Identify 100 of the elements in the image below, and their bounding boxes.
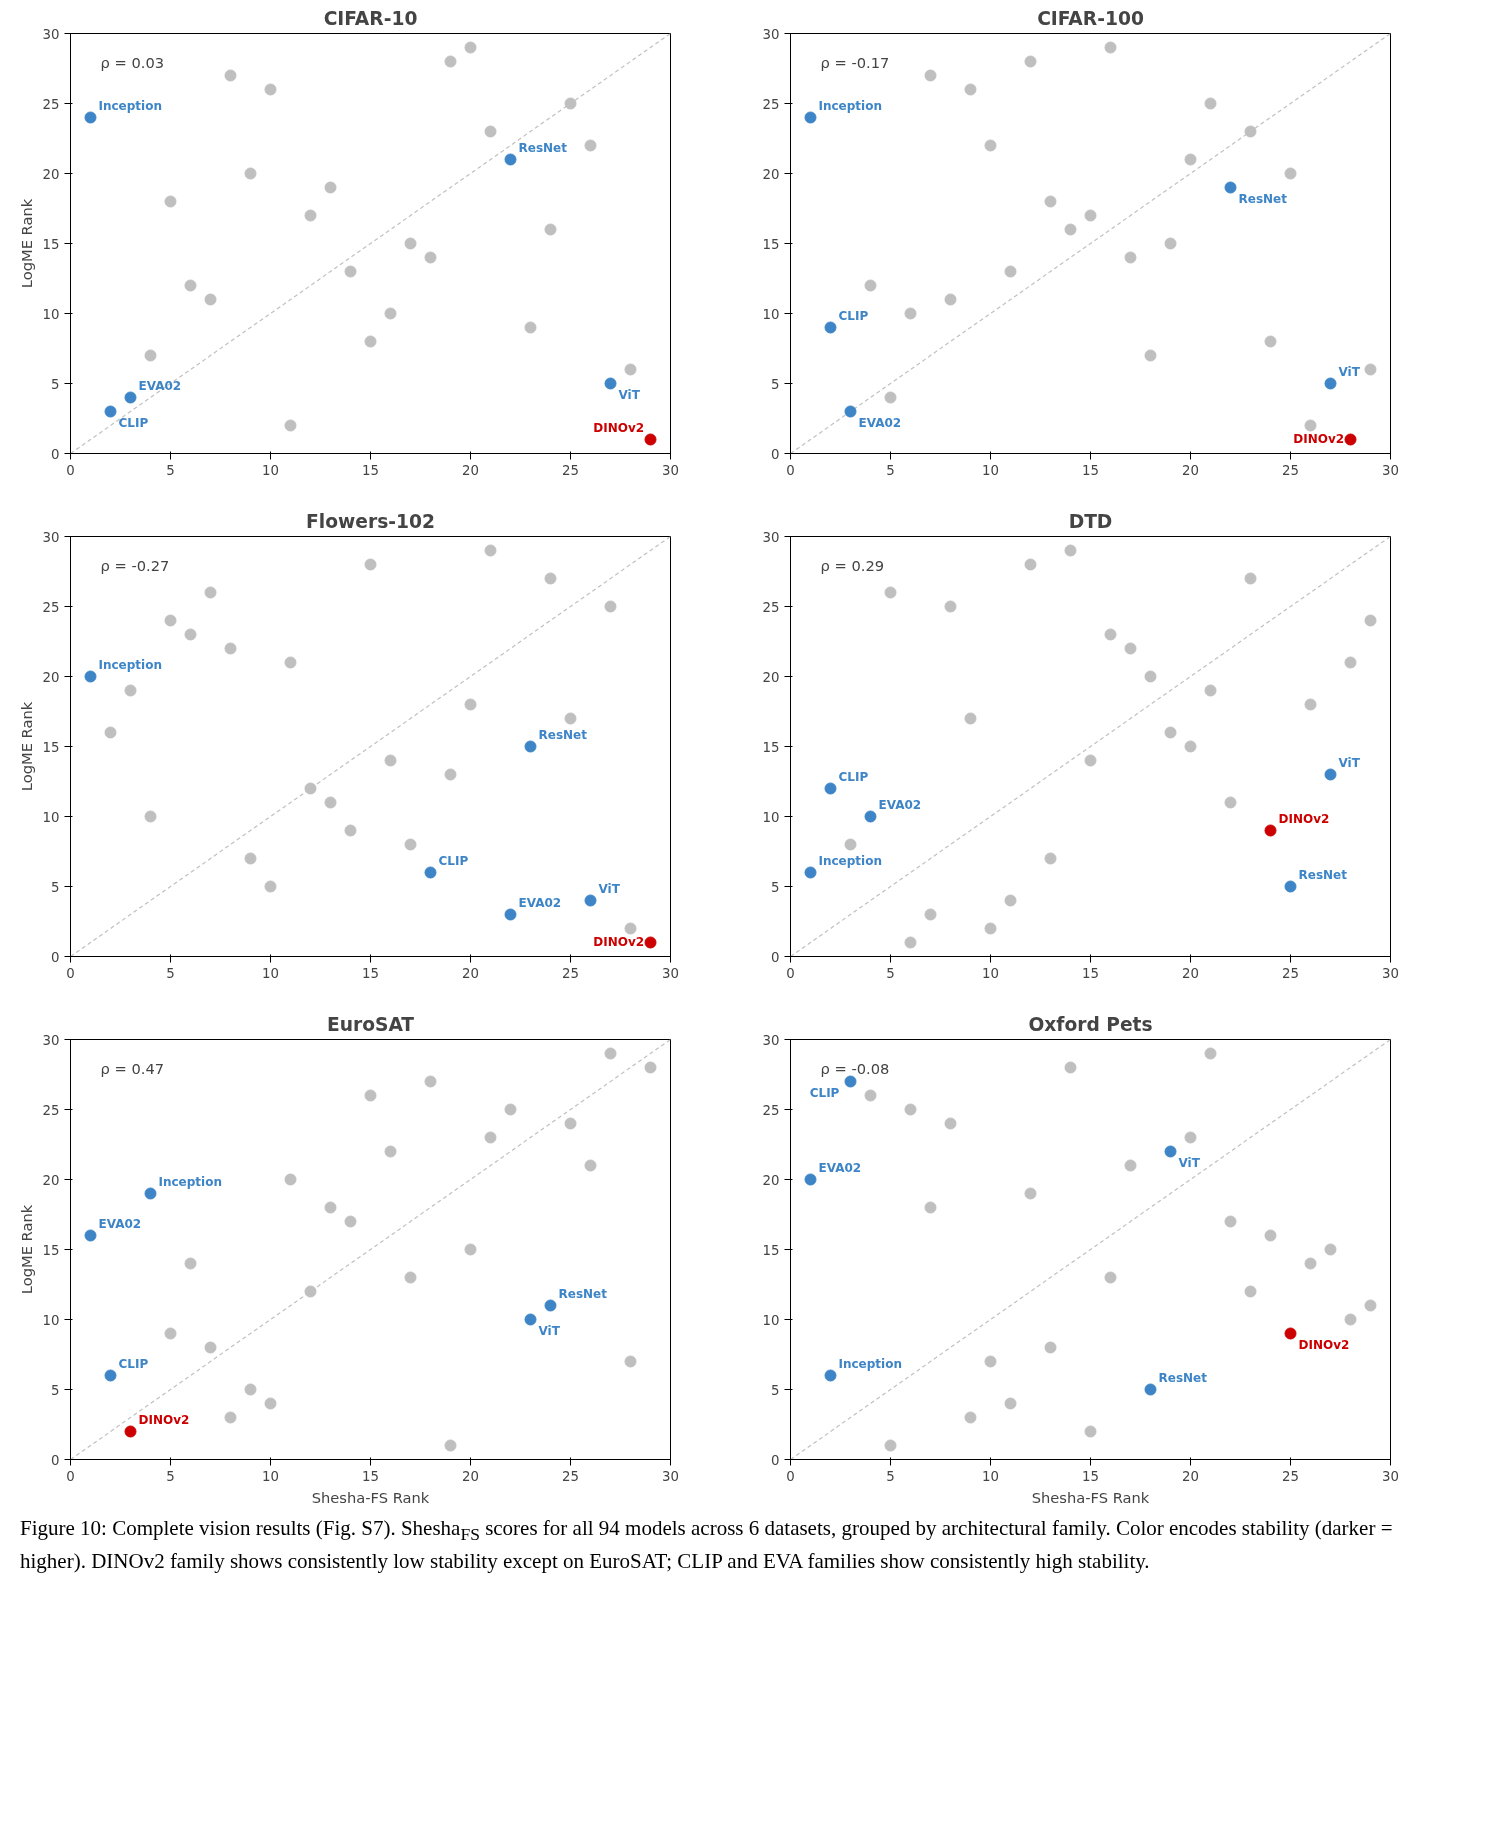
y-tick-label: 10 xyxy=(42,1312,60,1328)
x-tick-label: 20 xyxy=(1182,1468,1199,1484)
x-tick-label: 5 xyxy=(166,462,175,478)
x-tick-label: 15 xyxy=(362,1468,379,1484)
x-tick-label: 15 xyxy=(1082,1468,1099,1484)
x-tick-label: 30 xyxy=(662,462,679,478)
series-label: CLIP xyxy=(809,1085,840,1100)
chart-title: Flowers-102 xyxy=(306,510,435,532)
chart-title: CIFAR-10 xyxy=(323,7,418,29)
series-label: CLIP xyxy=(438,853,469,868)
y-tick-label: 15 xyxy=(42,1242,60,1258)
x-tick-label: 20 xyxy=(1182,462,1199,478)
y-tick-label: 30 xyxy=(42,26,60,42)
series-label: DINOv2 xyxy=(593,935,645,949)
x-tick-label: 0 xyxy=(786,1468,795,1484)
x-tick-label: 25 xyxy=(562,1468,579,1484)
series-label: CLIP xyxy=(118,1356,149,1371)
y-tick-label: 20 xyxy=(42,669,60,685)
y-tick-label: 25 xyxy=(42,599,60,615)
x-tick-label: 10 xyxy=(982,965,999,981)
y-axis-title: LogME Rank xyxy=(17,198,35,289)
series-label: EVA02 xyxy=(98,1216,142,1231)
x-axis-title: Shesha-FS Rank xyxy=(311,1488,430,1506)
series-label: Inception xyxy=(838,1356,902,1371)
series-label: ResNet xyxy=(558,1286,608,1301)
series-label: CLIP xyxy=(838,308,869,323)
x-tick-label: 25 xyxy=(1282,1468,1299,1484)
x-tick-label: 30 xyxy=(1382,462,1399,478)
series-label: ResNet xyxy=(538,727,588,742)
series-label: Inception xyxy=(98,98,162,113)
x-tick-label: 25 xyxy=(562,965,579,981)
y-tick-label: 15 xyxy=(762,1242,780,1258)
x-tick-label: 5 xyxy=(166,965,175,981)
series-label: ResNet xyxy=(1298,867,1348,882)
x-tick-label: 20 xyxy=(1182,965,1199,981)
y-tick-label: 10 xyxy=(762,1312,780,1328)
y-tick-label: 30 xyxy=(762,529,780,545)
series-label: ViT xyxy=(538,1323,561,1338)
x-axis-title: Shesha-FS Rank xyxy=(1031,1488,1150,1506)
y-tick-label: 20 xyxy=(42,1172,60,1188)
y-tick-label: 10 xyxy=(42,809,60,825)
x-tick-label: 5 xyxy=(166,1468,175,1484)
y-tick-label: 25 xyxy=(762,96,780,112)
y-tick-label: 0 xyxy=(51,1452,60,1468)
y-tick-label: 25 xyxy=(762,599,780,615)
y-tick-label: 5 xyxy=(771,1382,780,1398)
series-label: ResNet xyxy=(1158,1370,1208,1385)
y-tick-label: 30 xyxy=(42,1032,60,1048)
y-tick-label: 20 xyxy=(42,166,60,182)
annotation: ρ = 0.29 xyxy=(820,557,885,575)
x-tick-label: 25 xyxy=(1282,462,1299,478)
y-tick-label: 25 xyxy=(762,1102,780,1118)
series-label: CLIP xyxy=(838,769,869,784)
annotation: ρ = -0.17 xyxy=(820,54,890,72)
y-tick-label: 5 xyxy=(771,879,780,895)
series-label: EVA02 xyxy=(858,415,902,430)
series-label: DINOv2 xyxy=(1293,432,1345,446)
y-tick-label: 30 xyxy=(762,26,780,42)
series-label: ResNet xyxy=(1238,191,1288,206)
series-label: ViT xyxy=(598,881,621,896)
chart-title: DTD xyxy=(1068,510,1113,532)
y-tick-label: 20 xyxy=(762,166,780,182)
x-tick-label: 20 xyxy=(462,965,479,981)
y-tick-label: 5 xyxy=(51,1382,60,1398)
x-tick-label: 25 xyxy=(562,462,579,478)
series-label: EVA02 xyxy=(878,797,922,812)
series-label: Inception xyxy=(98,657,162,672)
caption: Figure 10: Complete vision results (Fig. S7). Shesha$_{FS}$ scores for all 94 models across 6 datasets, grouped by architectural family. Color encodes stability (darker = higher). DINOv2 family shows consistently low stability except on EuroSAT; CLIP and EVA families show consistently high stability. xyxy=(20,1515,1394,1575)
y-tick-label: 30 xyxy=(42,529,60,545)
x-tick-label: 5 xyxy=(886,1468,895,1484)
x-tick-label: 0 xyxy=(66,1468,75,1484)
y-tick-label: 10 xyxy=(762,809,780,825)
chart-title: EuroSAT xyxy=(326,1013,415,1035)
x-tick-label: 15 xyxy=(362,965,379,981)
y-axis-title: LogME Rank xyxy=(17,701,35,792)
y-tick-label: 20 xyxy=(762,1172,780,1188)
series-label: DINOv2 xyxy=(593,420,645,435)
x-tick-label: 20 xyxy=(462,462,479,478)
y-tick-label: 5 xyxy=(51,376,60,392)
y-tick-label: 0 xyxy=(51,446,60,462)
y-tick-label: 0 xyxy=(771,949,780,965)
series-label: ViT xyxy=(1338,364,1361,379)
x-tick-label: 20 xyxy=(462,1468,479,1484)
x-tick-label: 5 xyxy=(886,462,895,478)
x-tick-label: 30 xyxy=(662,965,679,981)
series-label: CLIP xyxy=(118,415,149,430)
chart-title: Oxford Pets xyxy=(1028,1013,1153,1035)
series-label: ViT xyxy=(1178,1155,1201,1170)
y-tick-label: 15 xyxy=(762,739,780,755)
y-tick-label: 0 xyxy=(771,446,780,462)
series-label: EVA02 xyxy=(818,1160,862,1175)
series-label: Inception xyxy=(158,1174,222,1189)
x-tick-label: 10 xyxy=(262,462,279,478)
series-label: DINOv2 xyxy=(1298,1337,1350,1352)
series-label: Inception xyxy=(818,853,882,868)
x-tick-label: 15 xyxy=(362,462,379,478)
series-label: ViT xyxy=(618,387,641,402)
x-tick-label: 0 xyxy=(786,965,795,981)
x-tick-label: 10 xyxy=(982,1468,999,1484)
x-tick-label: 15 xyxy=(1082,462,1099,478)
